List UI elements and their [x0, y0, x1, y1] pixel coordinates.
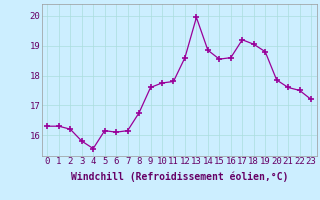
X-axis label: Windchill (Refroidissement éolien,°C): Windchill (Refroidissement éolien,°C) — [70, 172, 288, 182]
